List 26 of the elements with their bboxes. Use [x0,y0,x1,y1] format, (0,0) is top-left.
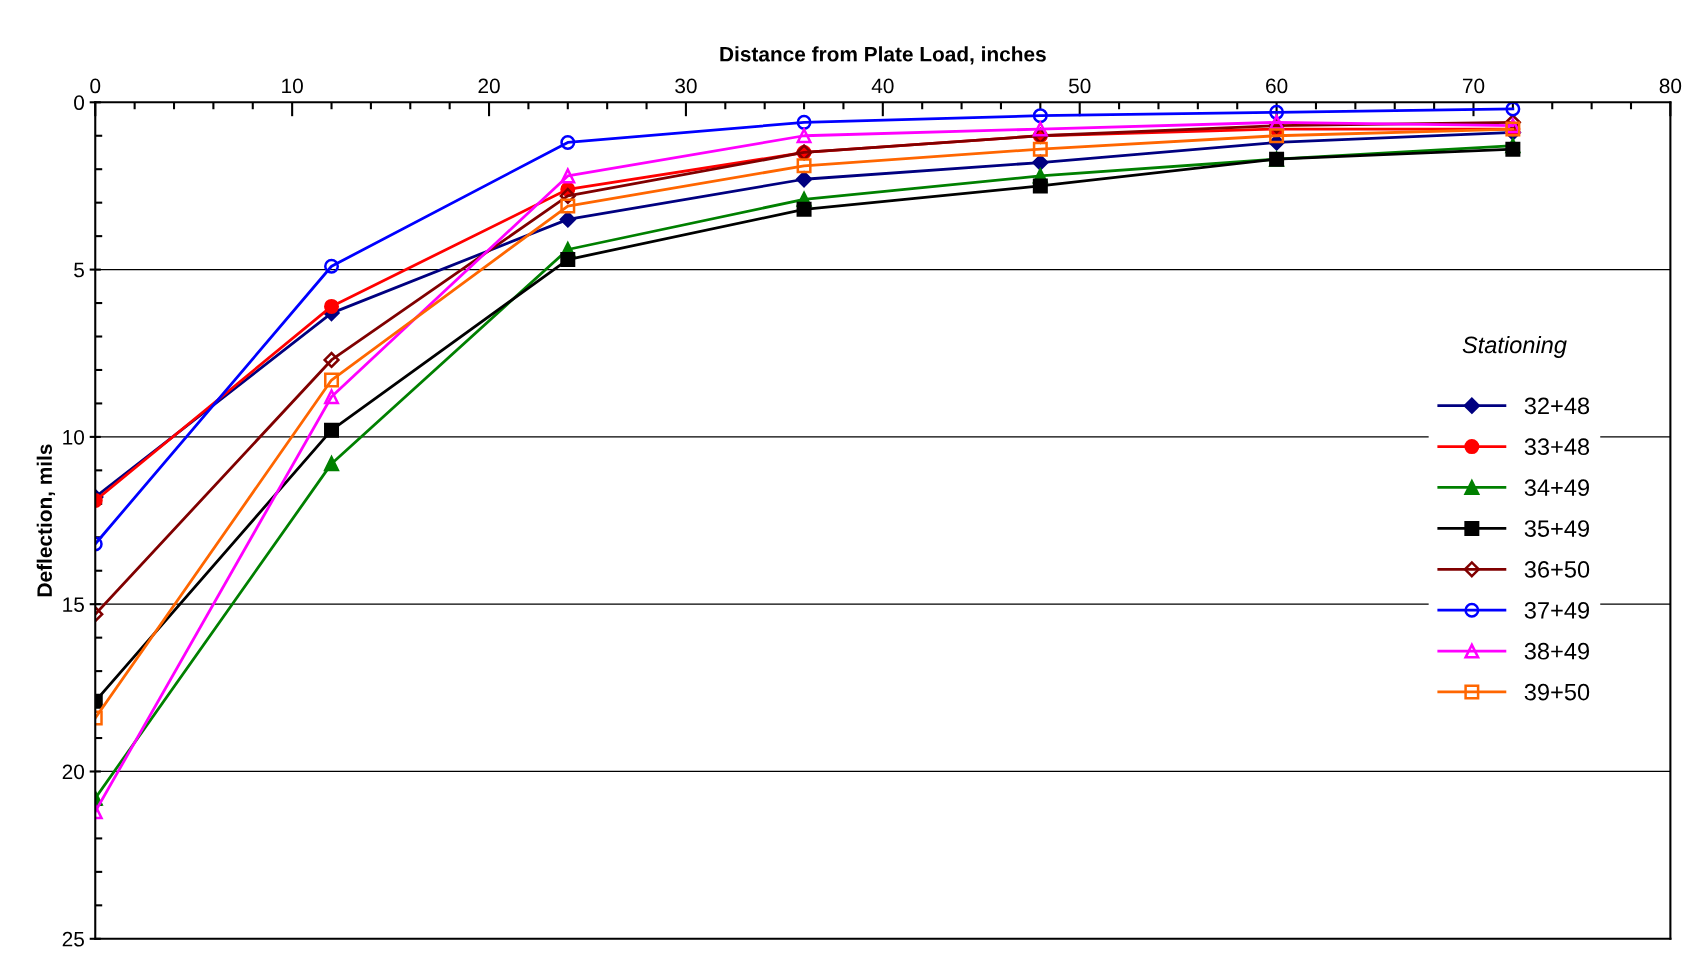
x-tick-label: 50 [1068,78,1091,94]
y-axis-title: Deflection, mils [36,444,56,597]
x-tick-label: 40 [871,78,894,94]
x-tick-label: 0 [90,78,101,94]
y-tick-label: 25 [62,931,84,947]
legend-label: 39+50 [1524,683,1590,701]
x-tick-label: 10 [282,78,303,94]
y-tick-label: 20 [62,764,85,780]
legend-label: 34+49 [1524,479,1589,496]
legend-label: 37+49 [1524,601,1589,619]
y-tick-label: 15 [63,597,84,612]
x-axis-title: Distance from Plate Load, inches [720,46,1046,65]
legend-label: 33+48 [1524,438,1590,456]
x-tick-label: 80 [1659,78,1682,94]
y-tick-label: 10 [63,429,85,445]
y-tick-label: 0 [74,95,85,111]
x-tick-label: 70 [1462,78,1485,94]
legend-label: 35+49 [1524,520,1589,537]
legend-label: 38+49 [1524,642,1589,660]
x-tick-label: 30 [675,78,697,94]
x-tick-label: 20 [478,78,500,94]
legend-label: 36+50 [1524,561,1590,578]
legend-label: 32+48 [1524,397,1590,415]
x-tick-label: 60 [1266,78,1288,94]
y-tick-label: 5 [74,262,84,278]
legend-title: Stationing [1462,335,1567,358]
